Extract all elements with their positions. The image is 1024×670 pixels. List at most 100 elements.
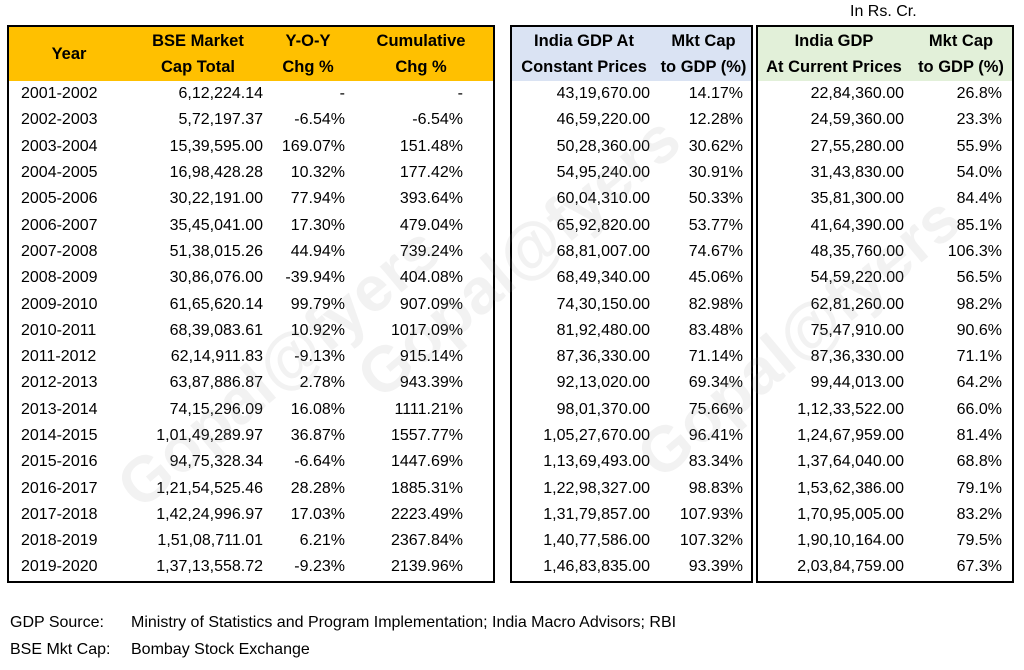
cell-mcap-gdp-current: 56.5% [956,269,1002,287]
cell-yoy-change: 36.87% [290,427,345,444]
cell-cumulative-change: 907.09% [399,295,463,313]
header-cumulative-change: Cumulative Chg % [376,32,466,76]
cell-bse-market-cap: 61,65,620.14 [169,295,263,313]
cell-bse-market-cap: 1,01,49,289.97 [156,427,263,444]
cell-mcap-gdp-constant: 75.66% [688,400,743,418]
cell-bse-market-cap: 30,22,191.00 [169,190,263,208]
cell-yoy-change: 16.08% [290,400,345,418]
cell-year: 2008-2009 [21,269,98,287]
cell-gdp-current: 54,59,220.00 [810,269,904,287]
header-gdp-constant: India GDP At Constant Prices [521,32,647,76]
cell-year: 2010-2011 [21,321,97,339]
header-gdp-current: India GDP At Current Prices [766,32,902,76]
cell-yoy-change: 17.03% [290,505,345,523]
cell-yoy-change: -9.23% [294,558,345,576]
table-row: 1,40,77,586.00 107.32% [512,528,751,554]
cell-gdp-constant: 1,13,69,493.00 [543,453,650,471]
table-row: 1,05,27,670.00 96.41% [512,423,751,449]
table-row: 1,37,64,040.00 68.8% [758,449,1012,475]
cell-mcap-gdp-constant: 14.17% [688,85,743,103]
source-text: Ministry of Statistics and Program Imple… [131,614,677,631]
cell-mcap-gdp-current: 81.4% [956,427,1002,444]
cell-gdp-current: 35,81,300.00 [810,190,904,208]
cell-yoy-change: 6.21% [299,532,345,550]
cell-cumulative-change: 151.48% [399,137,463,155]
cell-gdp-current: 75,47,910.00 [810,321,904,339]
cell-mcap-gdp-current: 67.3% [956,558,1002,576]
gdp-current-body: 22,84,360.00 26.8% 24,59,360.00 23.3% 27,55,… [758,81,1012,581]
header-mcap-gdp-constant: Mkt Cap to GDP (%) [660,32,747,76]
table-row: 1,12,33,522.00 66.0% [758,397,1012,423]
table-row: 99,44,013.00 64.2% [758,370,1012,396]
table-row: 46,59,220.00 12.28% [512,107,751,133]
cell-year: 2016-2017 [21,479,98,497]
table-row: 43,19,670.00 14.17% [512,81,751,107]
gdp-current-table: India GDP At Current Prices Mkt Cap to G… [756,25,1014,583]
cell-cumulative-change: 739.24% [399,242,463,260]
cell-gdp-current: 1,53,62,386.00 [797,479,904,497]
table-row: 2015-2016 94,75,328.34 -6.64% 1447.69% [9,449,493,475]
bse-table-body: 2001-2002 6,12,224.14 - - 2002-2003 5,72,197.… [9,81,493,581]
cell-mcap-gdp-constant: 107.93% [679,505,743,523]
table-row: 2014-2015 1,01,49,289.97 36.87% 1557.77% [9,423,493,449]
cell-mcap-gdp-constant: 53.77% [688,216,743,234]
table-row: 98,01,370.00 75.66% [512,397,751,423]
cell-yoy-change: 10.32% [290,164,345,182]
table-row: 2010-2011 68,39,083.61 10.92% 1017.09% [9,318,493,344]
table-row: 2004-2005 16,98,428.28 10.32% 177.42% [9,160,493,186]
cell-bse-market-cap: 1,42,24,996.97 [156,505,263,523]
cell-cumulative-change: 2223.49% [390,505,463,523]
cell-bse-market-cap: 35,45,041.00 [169,216,263,234]
cell-gdp-current: 1,24,67,959.00 [797,427,904,444]
cell-bse-market-cap: 15,39,595.00 [169,137,263,155]
table-row: 74,30,150.00 82.98% [512,291,751,317]
cell-year: 2018-2019 [21,532,98,550]
cell-mcap-gdp-current: 23.3% [956,111,1002,129]
cell-cumulative-change: 915.14% [399,348,463,366]
source-note-bse: BSE Mkt Cap: Bombay Stock Exchange [10,641,310,659]
cell-bse-market-cap: 30,86,076.00 [169,269,263,287]
table-row: 81,92,480.00 83.48% [512,318,751,344]
cell-bse-market-cap: 16,98,428.28 [169,164,263,182]
cell-mcap-gdp-constant: 96.41% [688,427,743,444]
cell-year: 2017-2018 [21,505,98,523]
header-bse-market-cap: BSE Market Cap Total [152,32,244,76]
cell-gdp-current: 48,35,760.00 [810,242,904,260]
cell-gdp-constant: 1,46,83,835.00 [543,558,650,576]
cell-year: 2005-2006 [21,190,98,208]
gdp-constant-body: 43,19,670.00 14.17% 46,59,220.00 12.28% 50,2… [512,81,751,581]
table-row: 75,47,910.00 90.6% [758,318,1012,344]
cell-year: 2007-2008 [21,242,98,260]
cell-mcap-gdp-current: 26.8% [956,85,1002,103]
cell-cumulative-change: 1017.09% [390,321,463,339]
cell-mcap-gdp-constant: 45.06% [688,269,743,287]
cell-mcap-gdp-current: 90.6% [956,321,1002,339]
cell-mcap-gdp-current: 98.2% [956,295,1002,313]
source-text: Bombay Stock Exchange [131,641,310,658]
cell-bse-market-cap: 51,38,015.26 [169,242,263,260]
table-row: 65,92,820.00 53.77% [512,212,751,238]
cell-mcap-gdp-constant: 71.14% [688,348,743,366]
table-row: 31,43,830.00 54.0% [758,160,1012,186]
cell-yoy-change: 77.94% [290,190,345,208]
cell-bse-market-cap: 5,72,197.37 [178,111,263,129]
cell-yoy-change: - [339,85,345,103]
table-row: 2003-2004 15,39,595.00 169.07% 151.48% [9,134,493,160]
table-row: 2018-2019 1,51,08,711.01 6.21% 2367.84% [9,528,493,554]
table-row: 27,55,280.00 55.9% [758,134,1012,160]
table-row: 2019-2020 1,37,13,558.72 -9.23% 2139.96% [9,554,493,580]
cell-gdp-current: 1,37,64,040.00 [797,453,904,471]
table-row: 1,53,62,386.00 79.1% [758,475,1012,501]
cell-cumulative-change: 2139.96% [390,558,463,576]
table-row: 62,81,260.00 98.2% [758,291,1012,317]
table-row: 92,13,020.00 69.34% [512,370,751,396]
table-row: 2011-2012 62,14,911.83 -9.13% 915.14% [9,344,493,370]
cell-mcap-gdp-current: 55.9% [956,137,1002,155]
cell-gdp-constant: 74,30,150.00 [556,295,650,313]
cell-cumulative-change: 177.42% [399,164,463,182]
cell-year: 2019-2020 [21,558,98,576]
cell-bse-market-cap: 68,39,083.61 [169,321,263,339]
table-row: 48,35,760.00 106.3% [758,239,1012,265]
cell-mcap-gdp-current: 71.1% [956,348,1002,366]
bse-table-header: Year BSE Market Cap Total Y-O-Y Chg % Cu… [9,27,493,81]
